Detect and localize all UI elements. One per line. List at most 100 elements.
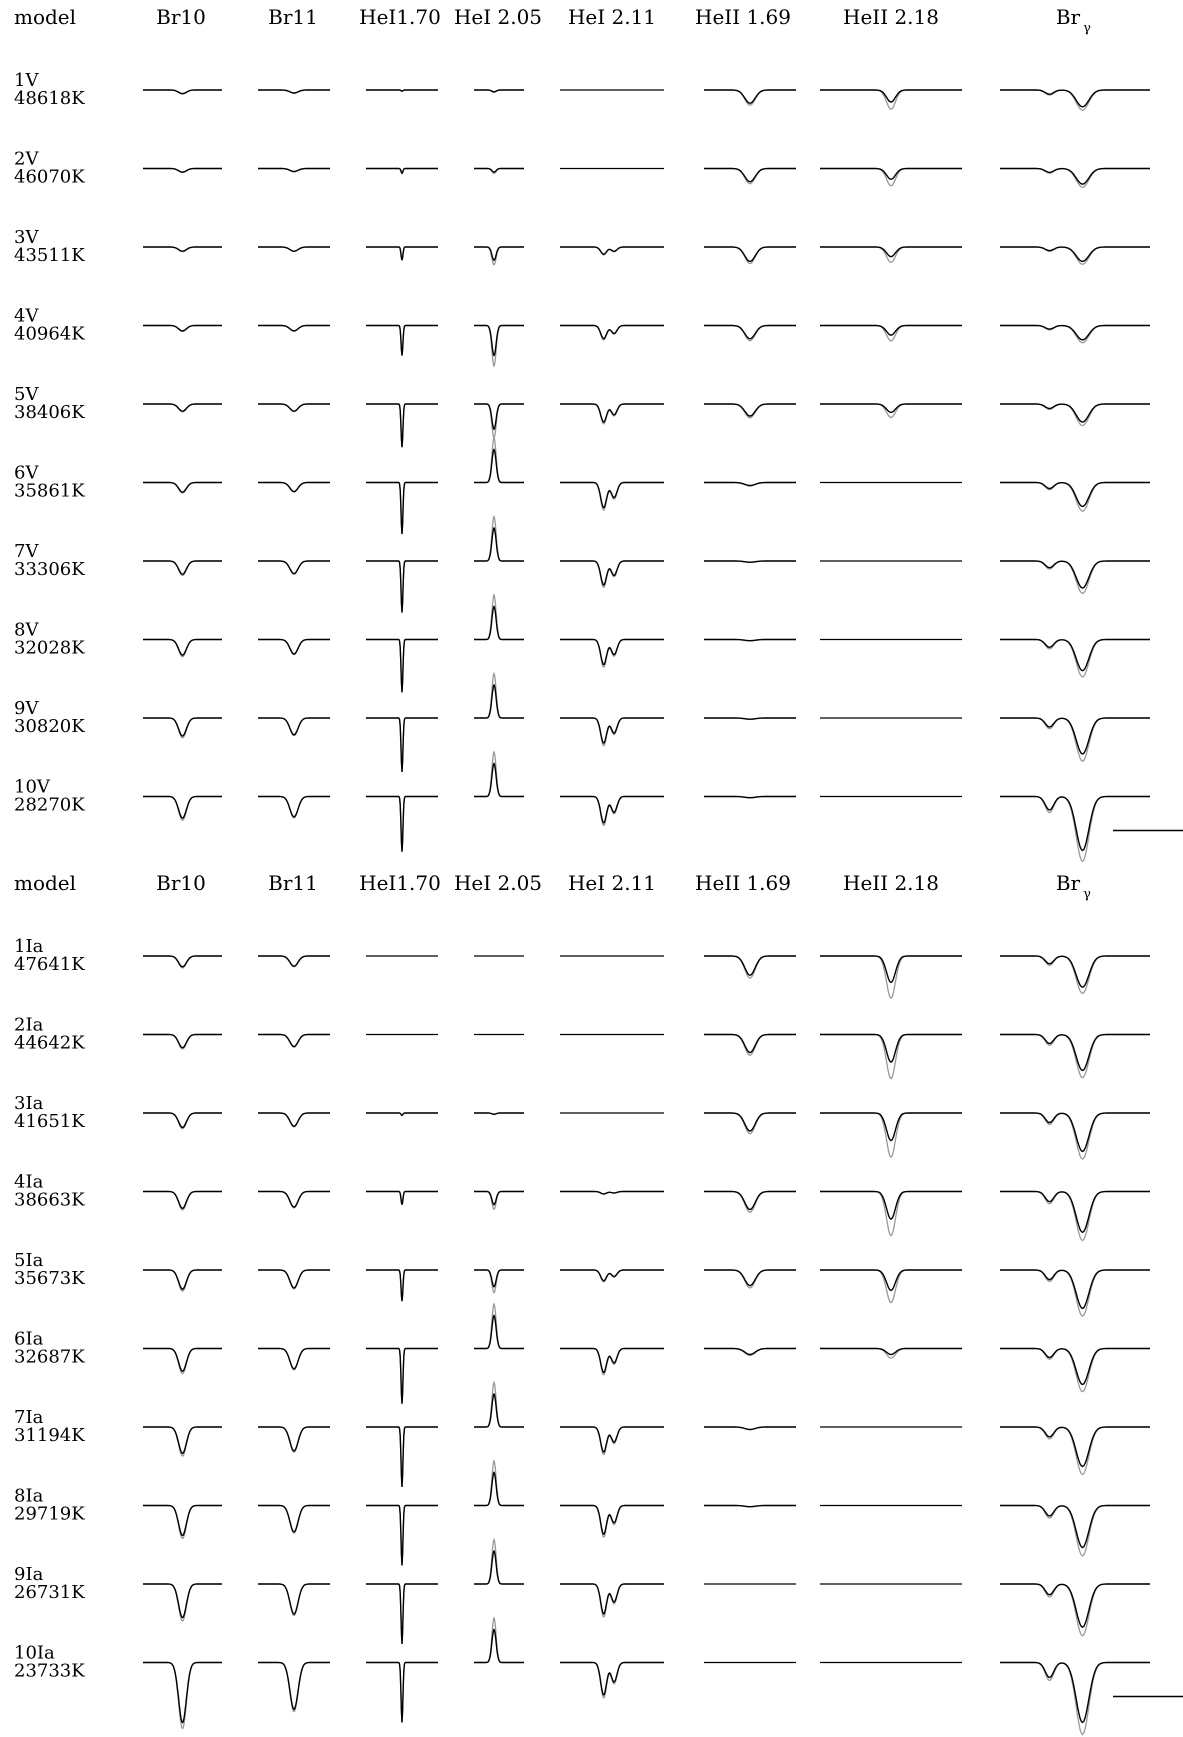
model-profile [704,638,796,642]
col-header-5: HeII 1.69 [695,5,791,29]
model-profile [143,1033,222,1049]
model-profile [258,324,330,332]
model-profile [1000,1661,1150,1724]
model-profile [366,324,438,356]
model-profile [258,481,330,493]
model-profile [474,246,524,262]
col-header-br-gamma: Br [1056,871,1081,895]
row-label-model: 2V [14,149,39,170]
model-profile [258,717,330,736]
row-label-model: 3Ia [14,1093,44,1114]
comparison-profile [474,593,524,641]
comparison-profile [258,1504,330,1534]
comparison-profile [1000,1190,1150,1242]
comparison-profile [820,1190,962,1237]
row-label-teff: 30820K [14,716,85,737]
model-profile [704,1347,796,1356]
col-header-br-gamma-subscript: γ [1083,21,1091,36]
model-profile [143,638,222,656]
model-profile [560,481,664,509]
model-profile [258,955,330,967]
comparison-profile [820,1112,962,1159]
comparison-profile [258,560,330,575]
model-profile [560,1583,664,1615]
model-profile [560,1426,664,1453]
row-label-model: 5Ia [14,1250,44,1271]
model-profile [1000,246,1150,263]
comparison-profile [143,795,222,822]
comparison-profile [258,638,330,656]
col-header-6: HeII 2.18 [843,871,939,895]
model-profile [258,1426,330,1452]
col-header-4: HeI 2.11 [568,871,656,895]
model-profile [560,1269,664,1282]
model-profile [560,1504,664,1535]
model-profile [560,1661,664,1696]
row-label-model: 4Ia [14,1172,44,1193]
model-profile [1000,1033,1150,1072]
comparison-profile [258,1112,330,1128]
model-profile [704,717,796,720]
model-profile [474,1392,524,1428]
row-label-teff: 46070K [14,167,85,188]
model-profile [704,1112,796,1132]
comparison-profile [1000,246,1150,265]
row-label-teff: 35673K [14,1268,85,1289]
model-profile [143,403,222,412]
col-header-0: Br10 [156,871,206,895]
model-profile [820,1190,962,1220]
model-profile [258,638,330,655]
model-profile [1000,638,1150,672]
model-profile [474,605,524,641]
model-profile [474,403,524,431]
comparison-profile [820,167,962,187]
model-profile [366,481,438,535]
model-profile [366,795,438,852]
model-profile [258,167,330,173]
col-header-model: model [14,5,76,29]
row-label-model: 1V [14,70,39,91]
model-profile [366,1504,438,1566]
row-label-teff: 38663K [14,1190,85,1211]
row-label-model: 10Ia [14,1643,55,1664]
comparison-profile [143,1426,222,1457]
comparison-profile [143,1661,222,1730]
model-profile [474,1471,524,1507]
model-profile [820,167,962,181]
col-header-6: HeII 2.18 [843,5,939,29]
row-label-model: 5V [14,384,39,405]
comparison-profile [820,1269,962,1304]
comparison-profile [1000,324,1150,344]
model-profile [366,89,438,92]
model-profile [704,324,796,340]
model-profile [143,717,222,737]
comparison-profile [258,1033,330,1048]
comparison-profile [1000,1661,1150,1736]
model-profile [366,1426,438,1488]
comparison-profile [258,1269,330,1290]
col-header-1: Br11 [268,5,318,29]
comparison-profile [258,481,330,493]
comparison-profile [1000,1269,1150,1317]
comparison-profile [820,89,962,110]
model-profile [143,1426,222,1455]
model-profile [474,1314,524,1350]
comparison-profile [258,717,330,737]
col-header-model: model [14,871,76,895]
model-profile [1000,167,1150,185]
row-label-model: 10V [14,777,51,798]
row-label-teff: 33306K [14,559,85,580]
row-label-model: 3V [14,227,39,248]
comparison-profile [143,560,222,577]
model-profile [366,1190,438,1205]
col-header-5: HeII 1.69 [695,871,791,895]
comparison-profile [1000,481,1150,513]
panel-dwarfs: model Br10 Br11 HeI1.70 HeI 2.05 HeI 2.11 HeII… [14,5,1183,863]
model-profile [143,481,222,493]
comparison-profile [560,795,664,827]
row-label-teff: 40964K [14,324,85,345]
model-profile [258,1190,330,1208]
row-label-model: 6Ia [14,1329,44,1350]
model-profile [560,560,664,586]
